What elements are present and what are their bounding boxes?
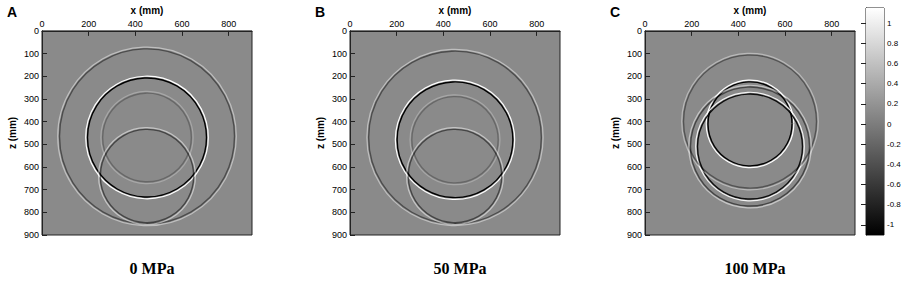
svg-text:700: 700 (24, 185, 39, 195)
svg-text:0: 0 (642, 19, 647, 29)
svg-text:x (mm): x (mm) (734, 5, 767, 16)
svg-text:50 MPa: 50 MPa (434, 260, 487, 277)
svg-text:400: 400 (24, 117, 39, 127)
svg-text:600: 600 (24, 162, 39, 172)
svg-text:200: 200 (389, 19, 404, 29)
svg-text:z (mm): z (mm) (7, 117, 18, 149)
svg-text:400: 400 (731, 19, 746, 29)
svg-text:-0.4: -0.4 (887, 160, 901, 169)
svg-text:-0.8: -0.8 (887, 200, 901, 209)
svg-text:100: 100 (627, 49, 642, 59)
svg-text:x (mm): x (mm) (439, 5, 472, 16)
svg-text:500: 500 (332, 139, 347, 149)
svg-text:100: 100 (332, 49, 347, 59)
svg-text:1: 1 (887, 19, 892, 28)
svg-text:900: 900 (24, 230, 39, 240)
svg-text:800: 800 (332, 207, 347, 217)
svg-text:500: 500 (627, 139, 642, 149)
svg-text:0.2: 0.2 (887, 99, 899, 108)
svg-text:0: 0 (342, 26, 347, 36)
svg-text:z (mm): z (mm) (610, 117, 621, 149)
svg-text:300: 300 (24, 94, 39, 104)
svg-text:C: C (610, 4, 620, 20)
svg-text:700: 700 (627, 185, 642, 195)
svg-text:800: 800 (221, 19, 236, 29)
svg-text:800: 800 (529, 19, 544, 29)
svg-text:400: 400 (332, 117, 347, 127)
svg-text:0: 0 (637, 26, 642, 36)
svg-text:x (mm): x (mm) (131, 5, 164, 16)
svg-text:800: 800 (824, 19, 839, 29)
svg-text:400: 400 (128, 19, 143, 29)
svg-text:600: 600 (777, 19, 792, 29)
svg-text:B: B (315, 4, 325, 20)
svg-text:0: 0 (34, 26, 39, 36)
svg-text:900: 900 (627, 230, 642, 240)
svg-text:300: 300 (332, 94, 347, 104)
svg-text:800: 800 (627, 207, 642, 217)
svg-text:-1: -1 (887, 220, 895, 229)
svg-text:0.8: 0.8 (887, 39, 899, 48)
svg-text:400: 400 (627, 117, 642, 127)
svg-text:200: 200 (81, 19, 96, 29)
svg-text:0.4: 0.4 (887, 79, 899, 88)
svg-text:A: A (7, 4, 17, 20)
svg-text:0 MPa: 0 MPa (130, 260, 175, 277)
svg-text:-0.2: -0.2 (887, 140, 901, 149)
svg-text:500: 500 (24, 139, 39, 149)
svg-text:0: 0 (39, 19, 44, 29)
svg-text:100 MPa: 100 MPa (725, 260, 786, 277)
svg-text:200: 200 (627, 71, 642, 81)
svg-text:400: 400 (436, 19, 451, 29)
svg-text:100: 100 (24, 49, 39, 59)
svg-text:0: 0 (887, 120, 892, 129)
svg-text:z (mm): z (mm) (315, 117, 326, 149)
svg-text:-0.6: -0.6 (887, 180, 901, 189)
svg-text:900: 900 (332, 230, 347, 240)
svg-text:800: 800 (24, 207, 39, 217)
svg-text:600: 600 (482, 19, 497, 29)
svg-text:600: 600 (627, 162, 642, 172)
svg-text:700: 700 (332, 185, 347, 195)
svg-text:0: 0 (347, 19, 352, 29)
svg-text:600: 600 (332, 162, 347, 172)
svg-text:200: 200 (24, 71, 39, 81)
svg-text:300: 300 (627, 94, 642, 104)
svg-text:600: 600 (174, 19, 189, 29)
svg-text:200: 200 (684, 19, 699, 29)
svg-text:0.6: 0.6 (887, 59, 899, 68)
svg-text:200: 200 (332, 71, 347, 81)
